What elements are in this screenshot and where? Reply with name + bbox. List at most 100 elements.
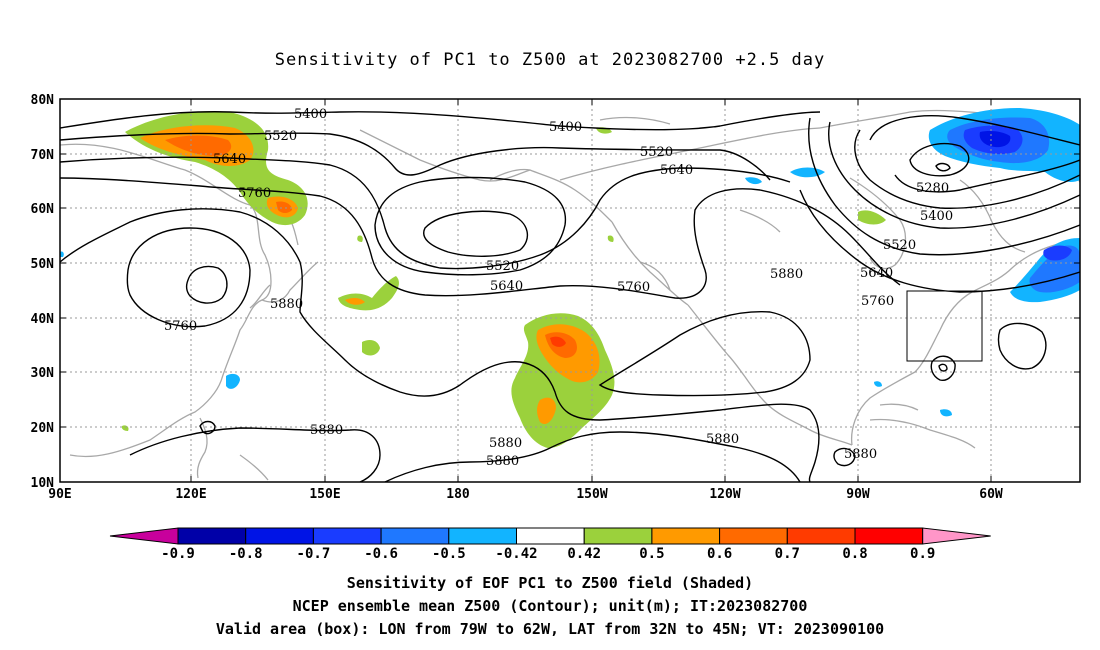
contour-5880-south <box>384 431 801 482</box>
contour-5400-west <box>60 111 821 131</box>
colorbar-label: -0.6 <box>364 546 398 562</box>
contour-east-5760 <box>808 117 1080 256</box>
contour-east-5880 <box>799 189 1080 293</box>
contour-5880-main <box>60 208 820 482</box>
colorbar-label: 0.7 <box>775 546 800 562</box>
contour-5880-atlantic <box>997 322 1047 370</box>
contour-label: 5400 <box>294 107 327 122</box>
colorbar-swatch <box>380 527 450 545</box>
colorbar-label: -0.42 <box>495 546 537 562</box>
contour-label: 5400 <box>920 209 953 224</box>
contour-label: 5880 <box>310 423 343 438</box>
contour-label: 5520 <box>640 145 673 160</box>
footer-valid-area: Valid area (box): LON from 79W to 62W, L… <box>215 620 885 638</box>
contour-label: 5880 <box>489 436 522 451</box>
contour-5880-small <box>199 420 216 435</box>
contour-5880-gulf <box>833 447 856 467</box>
colorbar-label: 0.9 <box>910 546 935 562</box>
plot-frame <box>59 98 1081 483</box>
lat-label: 30N <box>31 366 55 381</box>
colorbar-label: 0.5 <box>639 546 664 562</box>
contour-label: 5760 <box>617 280 650 295</box>
contour-east-5520 <box>854 129 1080 209</box>
contour-5880-loop <box>185 265 228 304</box>
contour-labels: 5400 5520 5640 5760 5400 5520 5640 5280 … <box>164 107 953 469</box>
latitude-labels: 80N 70N 60N 50N 40N 30N 20N 10N <box>31 93 55 491</box>
contour-label: 5880 <box>706 432 739 447</box>
contour-label: 5640 <box>213 152 246 167</box>
contour-east-5280 <box>909 142 970 177</box>
colorbar-label: -0.8 <box>229 546 263 562</box>
contour-label: 5520 <box>883 238 916 253</box>
contour-label: 5880 <box>486 454 519 469</box>
contour-5760-loop <box>126 227 251 328</box>
colorbar-swatch <box>583 527 653 545</box>
contour-east-5400 <box>869 115 1080 193</box>
colorbar-swatch <box>786 527 856 545</box>
contour-5640-loop <box>374 176 567 276</box>
contour-label: 5520 <box>264 129 297 144</box>
contour-label: 5280 <box>916 181 949 196</box>
contour-label: 5640 <box>490 279 523 294</box>
lon-label: 90W <box>846 487 870 502</box>
contour-label: 5760 <box>164 319 197 334</box>
contour-label: 5880 <box>844 447 877 462</box>
colorbar-swatch <box>719 527 788 545</box>
contour-label: 5760 <box>238 186 271 201</box>
colorbar-label: -0.9 <box>161 546 195 562</box>
gridlines <box>60 99 1080 482</box>
tick-marks <box>60 98 1080 482</box>
map-title: Sensitivity of PC1 to Z500 at 2023082700… <box>274 50 826 70</box>
colorbar-swatch <box>854 527 924 545</box>
colorbar-left-tip <box>109 527 179 545</box>
lon-label: 150E <box>309 487 340 502</box>
contour-label: 5520 <box>486 259 519 274</box>
lat-label: 80N <box>31 93 55 108</box>
colorbar-swatch <box>448 527 517 545</box>
contour-label: 5880 <box>770 267 803 282</box>
lon-label: 90E <box>48 487 71 502</box>
lon-label: 120E <box>175 487 206 502</box>
colorbar-label: -0.5 <box>432 546 466 562</box>
colorbar-right-tip <box>922 527 991 545</box>
contour-5520-loop <box>423 210 529 257</box>
colorbar-label: -0.7 <box>297 546 331 562</box>
colorbar-label: 0.42 <box>567 546 601 562</box>
lat-label: 50N <box>31 257 55 272</box>
colorbar-swatch <box>245 527 314 545</box>
colorbar: -0.9 -0.8 -0.7 -0.6 -0.5 -0.42 0.42 0.5 0.6 0.7 0.… <box>109 527 991 562</box>
lat-label: 60N <box>31 202 55 217</box>
lon-label: 180 <box>446 487 470 502</box>
contour-label: 5400 <box>549 120 582 135</box>
contour-5640-west <box>60 156 791 270</box>
contour-label: 5760 <box>861 294 894 309</box>
longitude-labels: 90E 120E 150E 180 150W 120W 90W 60W <box>48 487 1003 502</box>
colorbar-swatch <box>177 527 247 545</box>
contour-east-5640 <box>828 121 1080 229</box>
contour-east-5280-small <box>935 162 951 172</box>
contour-5760-west <box>60 177 901 299</box>
valid-area-box <box>906 290 983 362</box>
lon-label: 150W <box>576 487 607 502</box>
colorbar-label: 0.6 <box>707 546 732 562</box>
colorbar-swatch <box>651 527 721 545</box>
contour-label: 5640 <box>660 163 693 178</box>
lat-label: 40N <box>31 312 55 327</box>
lat-label: 10N <box>31 476 55 491</box>
footer-shaded-description: Sensitivity of EOF PC1 to Z500 field (Sh… <box>346 574 754 592</box>
contour-label: 5640 <box>860 266 893 281</box>
colorbar-label: 0.8 <box>842 546 867 562</box>
lon-label: 120W <box>709 487 740 502</box>
contour-5880-atl-small <box>930 355 956 381</box>
contour-5520-west <box>60 132 771 181</box>
z500-contours <box>60 111 1080 482</box>
contour-label: 5880 <box>270 297 303 312</box>
contour-5880-sw <box>129 427 381 482</box>
lat-label: 20N <box>31 421 55 436</box>
positive-sensitivity-shading <box>121 111 886 448</box>
footer-contour-description: NCEP ensemble mean Z500 (Contour); unit(… <box>292 597 808 615</box>
contour-5880-east <box>598 310 811 397</box>
lon-label: 60W <box>979 487 1003 502</box>
colorbar-swatch <box>312 527 382 545</box>
